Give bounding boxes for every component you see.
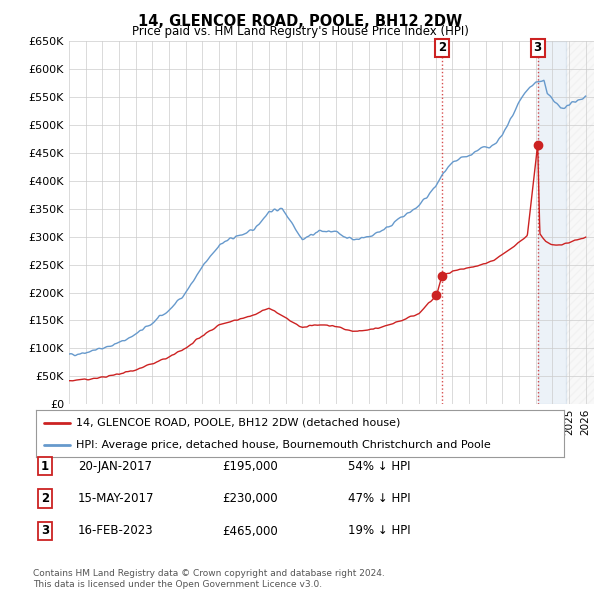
Text: Price paid vs. HM Land Registry's House Price Index (HPI): Price paid vs. HM Land Registry's House … (131, 25, 469, 38)
Bar (538, 41, 566, 404)
Bar (566, 41, 594, 404)
Text: 19% ↓ HPI: 19% ↓ HPI (348, 525, 410, 537)
Text: 15-MAY-2017: 15-MAY-2017 (78, 492, 155, 505)
Text: 16-FEB-2023: 16-FEB-2023 (78, 525, 154, 537)
Text: Contains HM Land Registry data © Crown copyright and database right 2024.
This d: Contains HM Land Registry data © Crown c… (33, 569, 385, 589)
Text: £195,000: £195,000 (222, 460, 278, 473)
Text: £230,000: £230,000 (222, 492, 278, 505)
Text: 54% ↓ HPI: 54% ↓ HPI (348, 460, 410, 473)
Text: 14, GLENCOE ROAD, POOLE, BH12 2DW (detached house): 14, GLENCOE ROAD, POOLE, BH12 2DW (detac… (76, 418, 400, 428)
Text: 14, GLENCOE ROAD, POOLE, BH12 2DW: 14, GLENCOE ROAD, POOLE, BH12 2DW (138, 14, 462, 28)
Text: HPI: Average price, detached house, Bournemouth Christchurch and Poole: HPI: Average price, detached house, Bour… (76, 440, 490, 450)
Text: 2: 2 (41, 492, 49, 505)
Text: 3: 3 (41, 525, 49, 537)
Text: 2: 2 (438, 41, 446, 54)
Text: 47% ↓ HPI: 47% ↓ HPI (348, 492, 410, 505)
Text: £465,000: £465,000 (222, 525, 278, 537)
Text: 20-JAN-2017: 20-JAN-2017 (78, 460, 152, 473)
Text: 3: 3 (533, 41, 542, 54)
Text: 1: 1 (41, 460, 49, 473)
